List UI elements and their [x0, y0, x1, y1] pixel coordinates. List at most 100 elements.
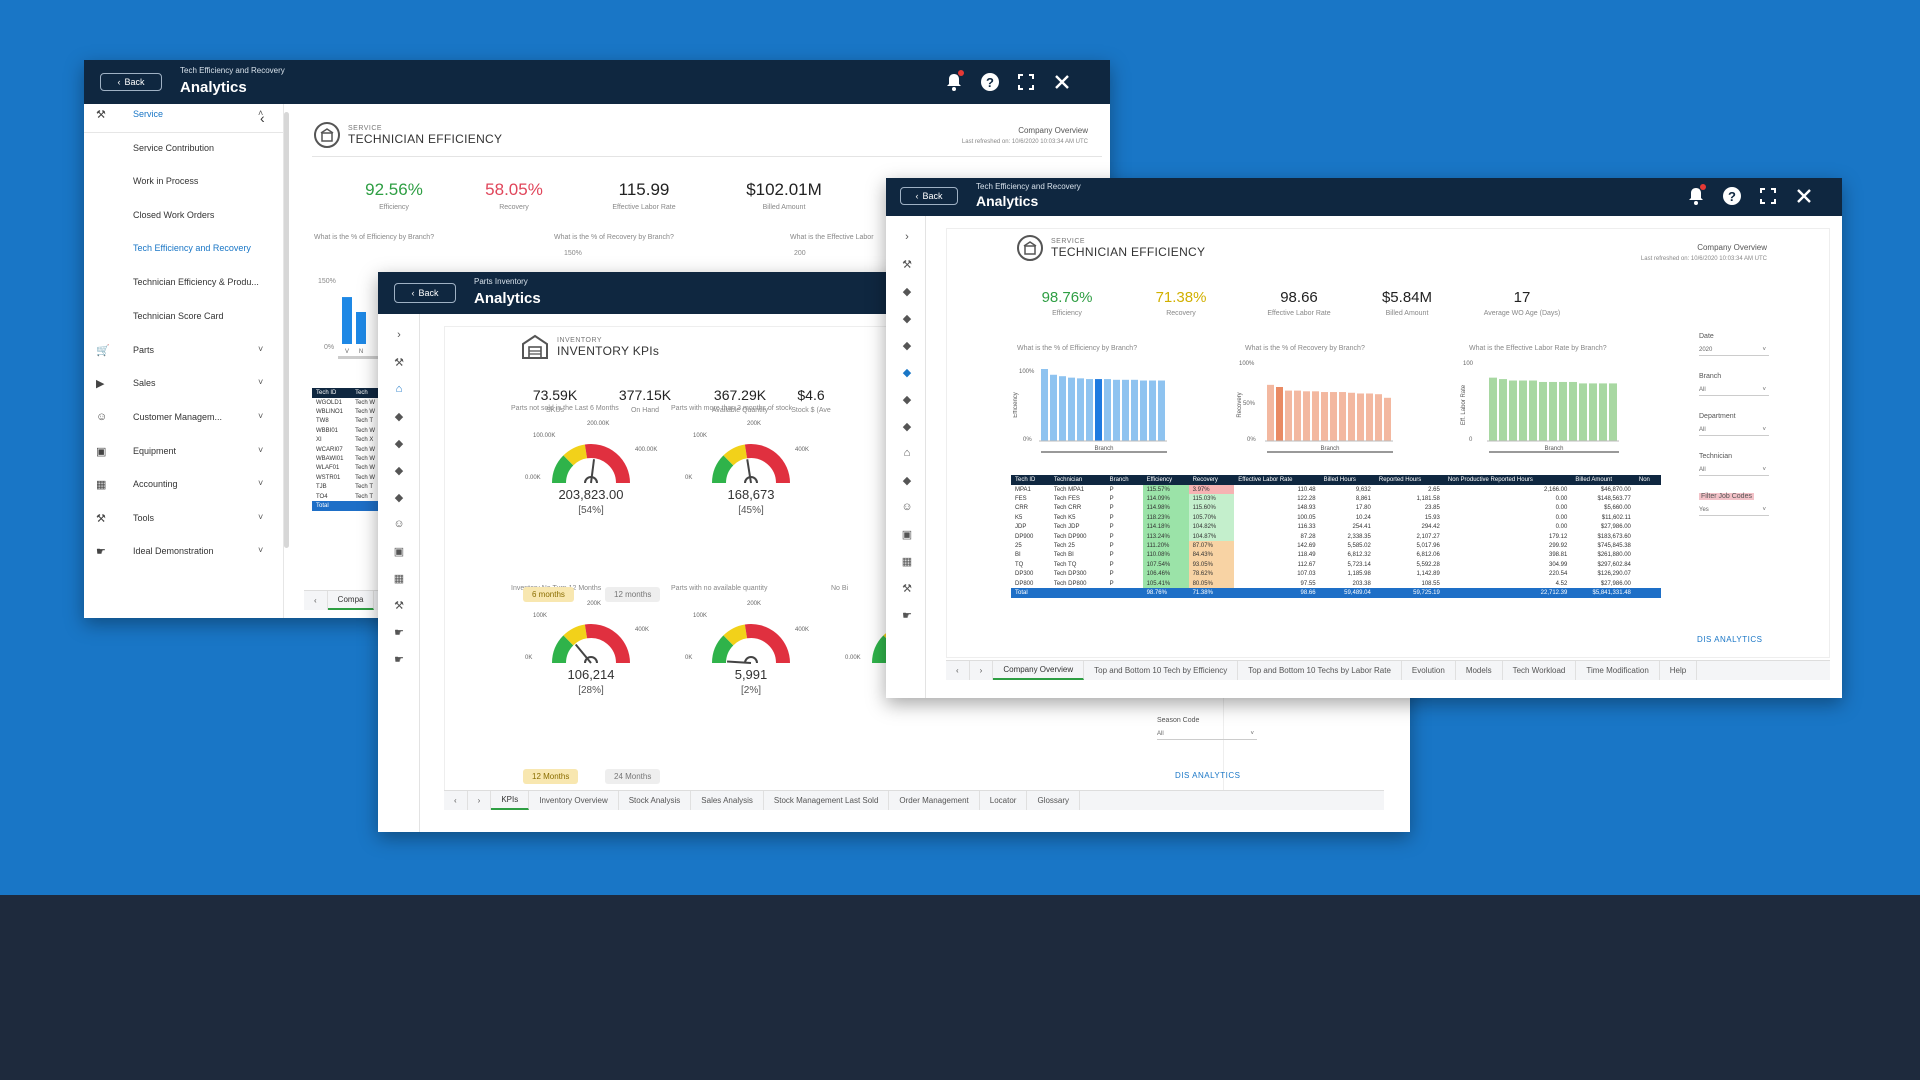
chart-scrollbar[interactable] — [1489, 451, 1619, 453]
tab-prev-icon[interactable]: ‹ — [946, 661, 970, 680]
tag-icon[interactable]: ◆ — [902, 420, 912, 433]
bar[interactable] — [1489, 377, 1497, 441]
bar[interactable] — [1519, 380, 1527, 441]
tab-evolution[interactable]: Evolution — [1402, 661, 1456, 680]
table-row[interactable]: JDP Tech JDP P 114.18% 104.82% 116.33 254.41 29… — [1011, 522, 1661, 532]
bar[interactable] — [1095, 379, 1102, 441]
table-row[interactable]: WSTR01 Tech W — [312, 473, 382, 482]
bar[interactable] — [1041, 369, 1048, 441]
table-row[interactable]: Total — [312, 501, 382, 511]
cart-icon[interactable]: ⌂ — [395, 383, 403, 395]
tab-tech-workload[interactable]: Tech Workload — [1503, 661, 1577, 680]
tab-help[interactable]: Help — [1660, 661, 1698, 680]
bar[interactable] — [1589, 383, 1597, 441]
table-row[interactable]: DP800 Tech DP800 P 105.41% 80.05% 97.55 203.38… — [1011, 578, 1661, 589]
pointer-icon[interactable]: ☛ — [394, 653, 404, 666]
filter-select[interactable]: 2020 ˅ — [1699, 345, 1769, 356]
table-header[interactable]: Billed Hours — [1319, 475, 1375, 485]
menu-item-sales[interactable]: ▶ ˅ Sales — [84, 377, 284, 393]
menu-scrollbar[interactable] — [284, 112, 289, 548]
table-header[interactable]: Efficiency — [1142, 475, 1189, 485]
table-row[interactable]: WBLINO1 Tech W — [312, 407, 382, 416]
filter-select[interactable]: All ˅ — [1699, 385, 1769, 396]
back-button[interactable]: ‹ Back — [900, 187, 958, 205]
tab-prev-icon[interactable]: ‹ — [304, 591, 328, 610]
bell-icon[interactable] — [1686, 184, 1706, 206]
calculator-icon[interactable]: ▦ — [901, 555, 913, 568]
close-icon[interactable] — [1052, 72, 1072, 92]
table-header[interactable]: Technician — [1049, 475, 1106, 485]
tab-top-and-bottom-10-techs-by-labor-rate[interactable]: Top and Bottom 10 Techs by Labor Rate — [1238, 661, 1402, 680]
table-row[interactable]: DP900 Tech DP900 P 113.24% 104.87% 87.28 2,338… — [1011, 531, 1661, 542]
tab-next-icon[interactable]: › — [970, 661, 994, 680]
table-row[interactable]: WBAWI01 Tech W — [312, 454, 382, 463]
bar[interactable] — [1366, 393, 1373, 441]
filter-select[interactable]: All ˅ — [1699, 465, 1769, 476]
bar[interactable] — [1068, 377, 1075, 441]
table-header[interactable]: Non Productive Reported Hours — [1443, 475, 1572, 485]
menu-item-tech-efficiency-and-recovery[interactable]: Tech Efficiency and Recovery — [84, 242, 284, 258]
bar[interactable] — [1609, 383, 1617, 441]
table-header[interactable]: Non — [1634, 475, 1661, 485]
table-header[interactable]: Branch — [1105, 475, 1143, 485]
chip-12-months-b[interactable]: 12 Months — [523, 769, 579, 784]
bar[interactable] — [1549, 381, 1557, 441]
tab-company-overview[interactable]: Company Overview — [993, 661, 1085, 680]
bar[interactable] — [1050, 374, 1057, 441]
bar[interactable] — [1285, 390, 1292, 441]
chart-scrollbar[interactable] — [1267, 451, 1393, 453]
bell-icon[interactable] — [944, 70, 964, 92]
bar[interactable] — [1294, 390, 1301, 441]
tab-models[interactable]: Models — [1456, 661, 1503, 680]
bar[interactable] — [1529, 380, 1537, 441]
chart-scrollbar[interactable] — [338, 356, 378, 359]
tab-stock-analysis[interactable]: Stock Analysis — [619, 791, 692, 810]
table-row[interactable]: Total 98.76% 71.38% 98.66 59,489.04 59,725.19… — [1011, 588, 1661, 598]
bar[interactable] — [1539, 381, 1547, 441]
table-row[interactable]: MPA1 Tech MPA1 P 115.57% 3.97% 110.48 9,632 2.6… — [1011, 485, 1661, 495]
menu-item-equipment[interactable]: ▣ ˅ Equipment — [84, 445, 284, 461]
pointer-icon[interactable]: ☛ — [394, 626, 404, 639]
bar[interactable] — [1303, 391, 1310, 441]
dis-analytics-link[interactable]: DIS ANALYTICS — [1697, 635, 1763, 644]
table-row[interactable]: BI Tech BI P 110.08% 84.43% 118.49 6,812.32 6,8… — [1011, 550, 1661, 561]
tab-locator[interactable]: Locator — [980, 791, 1028, 810]
table-header[interactable]: Reported Hours — [1374, 475, 1444, 485]
bar[interactable] — [1509, 380, 1517, 441]
pointer-icon[interactable]: ☛ — [902, 609, 912, 622]
bar[interactable] — [1131, 379, 1138, 441]
chevron-right-icon[interactable]: › — [905, 231, 909, 243]
season-code-select[interactable]: All ˅ — [1157, 729, 1257, 740]
menu-item-technician-efficiency-produ[interactable]: Technician Efficiency & Produ... — [84, 276, 284, 292]
menu-item-parts[interactable]: 🛒 ˅ Parts — [84, 344, 284, 360]
menu-item-ideal-demonstration[interactable]: ☛ ˅ Ideal Demonstration — [84, 545, 284, 561]
bar[interactable] — [1312, 391, 1319, 441]
tag-icon[interactable]: ◆ — [394, 437, 404, 450]
menu-item-work-in-process[interactable]: Work in Process — [84, 175, 284, 191]
tab-prev-icon[interactable]: ‹ — [444, 791, 468, 810]
bar[interactable] — [1158, 380, 1165, 441]
tag-icon[interactable]: ◆ — [902, 474, 912, 487]
bar[interactable] — [1149, 380, 1156, 441]
table-row[interactable]: WGOLD1 Tech W — [312, 398, 382, 407]
bar[interactable] — [1104, 379, 1111, 441]
tag-icon[interactable]: ◆ — [394, 410, 404, 423]
bar[interactable] — [1267, 384, 1274, 441]
table-row[interactable]: WLAF01 Tech W — [312, 464, 382, 473]
tab-stock-management-last-sold[interactable]: Stock Management Last Sold — [764, 791, 890, 810]
back-button[interactable]: ‹ Back — [394, 283, 456, 303]
chart-scrollbar[interactable] — [1041, 451, 1167, 453]
tab-top-and-bottom-10-tech-by-efficiency[interactable]: Top and Bottom 10 Tech by Efficiency — [1084, 661, 1239, 680]
service-tools-icon[interactable]: ⚒ — [394, 356, 404, 369]
table-row[interactable]: XI Tech X — [312, 436, 382, 445]
bar[interactable] — [1569, 381, 1577, 441]
bar[interactable] — [1599, 383, 1607, 441]
bar[interactable] — [1339, 392, 1346, 441]
help-icon[interactable]: ? — [980, 72, 1000, 92]
customer-icon[interactable]: ☺ — [901, 501, 913, 513]
tab-sales-analysis[interactable]: Sales Analysis — [691, 791, 764, 810]
table-row[interactable]: TO4 Tech T — [312, 492, 382, 501]
table-row[interactable]: TJB Tech T — [312, 483, 382, 492]
tab-time-modification[interactable]: Time Modification — [1576, 661, 1660, 680]
table-row[interactable]: WCARI07 Tech W — [312, 445, 382, 454]
